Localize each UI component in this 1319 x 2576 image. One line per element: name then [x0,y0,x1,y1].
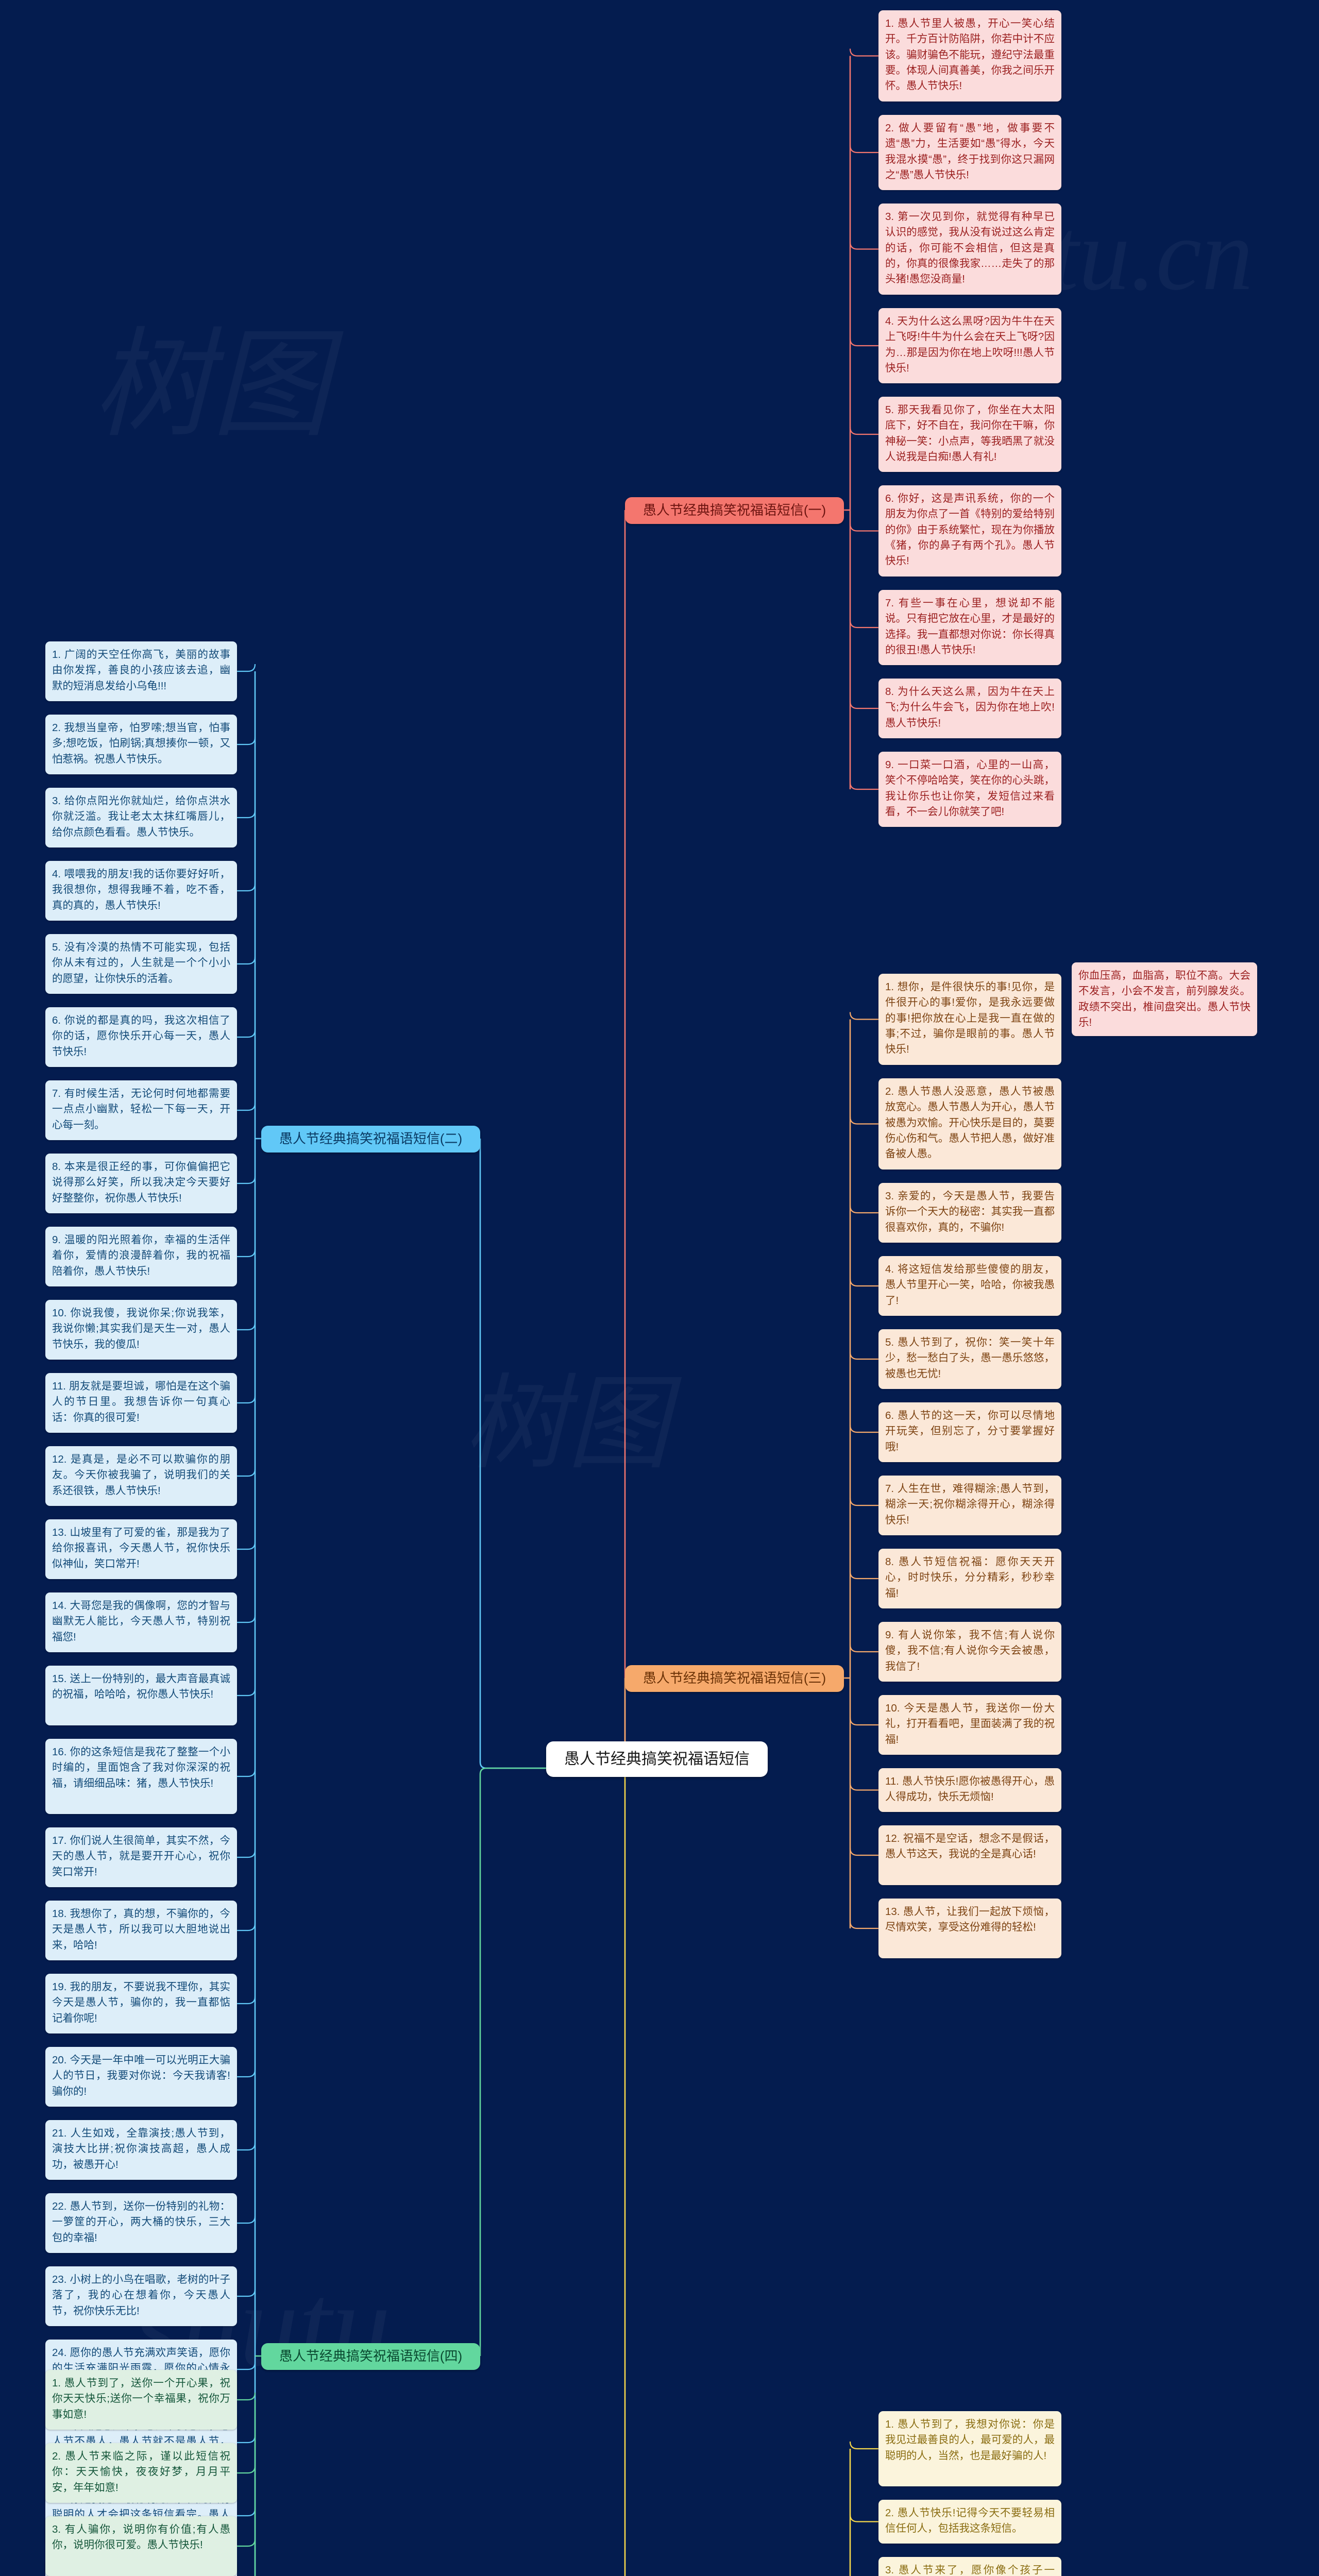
list-item[interactable]: 5. 没有冷漠的热情不可能实现，包括你从未有过的，人生就是一个个小小的愿望，让你… [45,934,237,994]
list-item[interactable]: 1. 愚人节里人被愚，开心一笑心结开。千方百计防陷阱，你若中计不应该。骗财骗色不… [878,10,1061,101]
list-item[interactable]: 18. 我想你了，真的想，不骗你的，今天是愚人节，所以我可以大胆地说出来，哈哈! [45,1901,237,1960]
list-item[interactable]: 16. 你的这条短信是我花了整整一个小时编的，里面饱含了我对你深深的祝福，请细细… [45,1739,237,1814]
list-item[interactable]: 2. 做人要留有“愚”地，做事要不遗“愚”力，生活要如“愚”得水，今天我混水摸“… [878,115,1061,190]
list-item[interactable]: 4. 天为什么这么黑呀?因为牛牛在天上飞呀!牛牛为什么会在天上飞呀?因为…那是因… [878,308,1061,383]
list-item[interactable]: 7. 人生在世，难得糊涂;愚人节到，糊涂一天;祝你糊涂得开心，糊涂得快乐! [878,1476,1061,1535]
list-item[interactable]: 3. 第一次见到你，就觉得有种早已认识的感觉，我从没有说过这么肯定的话，你可能不… [878,204,1061,295]
list-item[interactable]: 2. 愚人节来临之际，谨以此短信祝你：天天愉快，夜夜好梦，月月平安，年年如意! [45,2443,237,2503]
list-item[interactable]: 20. 今天是一年中唯一可以光明正大骗人的节日，我要对你说：今天我请客!骗你的! [45,2047,237,2107]
list-item[interactable]: 11. 朋友就是要坦诚，哪怕是在这个骗人的节日里。我想告诉你一句真心话：你真的很… [45,1373,237,1433]
list-item[interactable]: 3. 亲爱的，今天是愚人节，我要告诉你一个天大的秘密：其实我一直都很喜欢你，真的… [878,1183,1061,1243]
list-item[interactable]: 2. 我想当皇帝，怕罗嗦;想当官，怕事多;想吃饭，怕刷锅;真想揍你一顿，又怕惹祸… [45,715,237,774]
list-item[interactable]: 9. 有人说你笨，我不信;有人说你傻，我不信;有人说你今天会被愚，我信了! [878,1622,1061,1682]
list-item[interactable]: 12. 祝福不是空话，想念不是假话，愚人节这天，我说的全是真心话! [878,1825,1061,1885]
list-item[interactable]: 1. 广阔的天空任你高飞，美丽的故事由你发挥，善良的小孩应该去追，幽默的短消息发… [45,641,237,701]
list-item[interactable]: 1. 愚人节到了，我想对你说：你是我见过最善良的人，最可爱的人，最聪明的人，当然… [878,2411,1061,2486]
list-item[interactable]: 6. 你好，这是声讯系统，你的一个朋友为你点了一首《特别的爱给特别的你》由于系统… [878,485,1061,577]
list-item[interactable]: 9. 温暖的阳光照着你，幸福的生活伴着你，爱情的浪漫醉着你，我的祝福陪着你，愚人… [45,1227,237,1286]
list-item[interactable]: 8. 本来是很正经的事，可你偏偏把它说得那么好笑，所以我决定今天要好好整整你，祝… [45,1154,237,1213]
page-title: 愚人节经典搞笑祝福语短信 [546,1741,768,1777]
branch-label-1[interactable]: 愚人节经典搞笑祝福语短信(一) [625,497,844,524]
list-item[interactable]: 14. 大哥您是我的偶像啊，您的才智与幽默无人能比，今天愚人节，特别祝福您! [45,1592,237,1652]
list-item[interactable]: 5. 愚人节到了，祝你：笑一笑十年少，愁一愁白了头，愚一愚乐悠悠，被愚也无忧! [878,1329,1061,1389]
list-item[interactable]: 9. 一口菜一口酒，心里的一山高，笑个不停哈哈笑，笑在你的心头跳，我让你乐也让你… [878,752,1061,827]
list-item[interactable]: 3. 有人骗你，说明你有价值;有人愚你，说明你很可爱。愚人节快乐! [45,2516,237,2576]
list-item[interactable]: 7. 有些一事在心里，想说却不能说。只有把它放在心里，才是最好的选择。我一直都想… [878,590,1061,665]
list-item[interactable]: 5. 那天我看见你了，你坐在大太阳底下，好不自在，我问你在干嘛，你神秘一笑：小点… [878,397,1061,472]
list-item[interactable]: 22. 愚人节到，送你一份特别的礼物：一箩筐的开心，两大桶的快乐，三大包的幸福! [45,2193,237,2253]
list-item[interactable]: 15. 送上一份特别的，最大声音最真诚的祝福，哈哈哈，祝你愚人节快乐! [45,1666,237,1725]
list-item[interactable]: 19. 我的朋友，不要说我不理你，其实今天是愚人节，骗你的，我一直都惦记着你呢! [45,1974,237,2033]
list-item[interactable]: 2. 愚人节快乐!记得今天不要轻易相信任何人，包括我这条短信。 [878,2500,1061,2544]
list-item[interactable]: 6. 愚人节的这一天，你可以尽情地开玩笑，但别忘了，分寸要掌握好哦! [878,1402,1061,1462]
list-item[interactable]: 1. 愚人节到了，送你一个开心果，祝你天天快乐;送你一个幸福果，祝你万事如意! [45,2370,237,2430]
list-item[interactable]: 2. 愚人节愚人没恶意，愚人节被愚放宽心。愚人节愚人为开心，愚人节被愚为欢愉。开… [878,1078,1061,1170]
branch-label-3[interactable]: 愚人节经典搞笑祝福语短信(三) [625,1665,844,1692]
floating-note[interactable]: 你血压高，血脂高，职位不高。大会不发言，小会不发言，前列腺发炎。政绩不突出，椎间… [1072,962,1257,1037]
branch-label-2[interactable]: 愚人节经典搞笑祝福语短信(二) [261,1126,480,1153]
list-item[interactable]: 3. 给你点阳光你就灿烂，给你点洪水你就泛滥。我让老太太抹红嘴唇儿，给你点颜色看… [45,788,237,848]
list-item[interactable]: 13. 山坡里有了可爱的雀，那是我为了给你报喜讯，今天愚人节，祝你快乐似神仙，笑… [45,1519,237,1579]
list-item[interactable]: 6. 你说的都是真的吗，我这次相信了你的话，愿你快乐开心每一天，愚人节快乐! [45,1007,237,1067]
list-item[interactable]: 7. 有时候生活，无论何时何地都需要一点点小幽默，轻松一下每一天，开心每一刻。 [45,1080,237,1140]
list-item[interactable]: 10. 今天是愚人节，我送你一份大礼，打开看看吧，里面装满了我的祝福! [878,1695,1061,1755]
list-item[interactable]: 12. 是真是，是必不可以欺骗你的朋友。今天你被我骗了，说明我们的关系还很铁，愚… [45,1446,237,1506]
list-item[interactable]: 8. 为什么天这么黑，因为牛在天上飞;为什么牛会飞，因为你在地上吹!愚人节快乐! [878,679,1061,738]
branch-label-4[interactable]: 愚人节经典搞笑祝福语短信(四) [261,2343,480,2370]
list-item[interactable]: 1. 想你，是件很快乐的事!见你，是件很开心的事!爱你，是我永远要做的事!把你放… [878,974,1061,1065]
list-item[interactable]: 21. 人生如戏，全靠演技;愚人节到，演技大比拼;祝你演技高超，愚人成功，被愚开… [45,2120,237,2180]
list-item[interactable]: 10. 你说我傻，我说你呆;你说我笨，我说你懒;其实我们是天生一对，愚人节快乐，… [45,1300,237,1360]
list-item[interactable]: 8. 愚人节短信祝福：愿你天天开心，时时快乐，分分精彩，秒秒幸福! [878,1549,1061,1608]
list-item[interactable]: 4. 将这短信发给那些傻傻的朋友，愚人节里开心一笑，哈哈，你被我愚了! [878,1256,1061,1316]
list-item[interactable]: 17. 你们说人生很简单，其实不然，今天的愚人节，就是要开开心心，祝你笑口常开! [45,1827,237,1887]
list-item[interactable]: 11. 愚人节快乐!愿你被愚得开心，愚人得成功，快乐无烦恼! [878,1768,1061,1812]
list-item[interactable]: 4. 喂喂我的朋友!我的话你要好好听，我很想你，想得我睡不着，吃不香，真的真的，… [45,861,237,921]
list-item[interactable]: 3. 愚人节来了，愿你像个孩子一样，无忧无虑，开开心心，笑个痛快! [878,2557,1061,2576]
list-item[interactable]: 13. 愚人节，让我们一起放下烦恼，尽情欢笑，享受这份难得的轻松! [878,1899,1061,1958]
list-item[interactable]: 23. 小树上的小鸟在唱歌，老树的叶子落了，我的心在想着你，今天愚人节，祝你快乐… [45,2266,237,2326]
